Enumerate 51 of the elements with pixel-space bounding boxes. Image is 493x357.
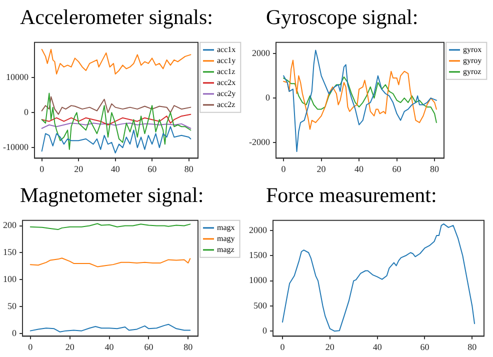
y-tick-label: 0 — [265, 92, 270, 102]
legend-label: acc1x — [217, 44, 236, 54]
y-tick-label: 100 — [3, 274, 17, 284]
x-tick-label: 60 — [392, 164, 402, 174]
legend-label: magz — [217, 244, 235, 254]
legend-label: magx — [217, 222, 235, 232]
y-tick-label: 0 — [262, 326, 268, 336]
x-tick-label: 0 — [40, 164, 45, 174]
legend-label: gyroy — [463, 56, 482, 65]
y-tick-label: 150 — [3, 247, 17, 258]
legend-label: acc1y — [217, 56, 236, 65]
x-tick-label: 0 — [280, 342, 286, 352]
chart-title: Accelerometer signals: — [19, 4, 214, 31]
y-tick-label: 1000 — [249, 275, 268, 286]
legend-label: magy — [217, 234, 235, 243]
x-tick-label: 0 — [281, 164, 286, 174]
y-tick-label: -10000 — [2, 142, 29, 152]
x-tick-label: 40 — [372, 342, 382, 352]
legend-label: acc2z — [217, 100, 236, 109]
legend-label: gyrox — [463, 44, 482, 54]
y-tick-label: 200 — [3, 220, 17, 230]
y-tick-label: -2000 — [248, 136, 270, 147]
x-tick-label: 20 — [325, 342, 335, 352]
y-tick-label: 50 — [8, 300, 17, 311]
x-tick-label: 20 — [316, 164, 326, 174]
y-tick-label: 500 — [254, 300, 268, 310]
y-tick-label: 0 — [24, 106, 29, 117]
legend-label: gyroz — [463, 66, 482, 76]
y-tick-label: 0 — [12, 328, 17, 338]
chart-title: Gyroscope signal: — [265, 4, 420, 31]
legend-label: acc2y — [217, 88, 236, 98]
x-tick-label: 40 — [354, 164, 364, 174]
legend-label: acc1z — [217, 66, 236, 76]
x-tick-label: 80 — [184, 164, 194, 174]
x-tick-label: 80 — [468, 342, 478, 352]
chart-title: Force measurement: — [265, 182, 438, 209]
x-tick-label: 20 — [65, 342, 75, 352]
y-tick-label: 2000 — [249, 224, 268, 235]
legend-label: acc2x — [217, 78, 236, 87]
x-tick-label: 60 — [420, 342, 430, 352]
x-tick-label: 60 — [148, 164, 158, 174]
x-tick-label: 40 — [110, 164, 120, 174]
x-tick-label: 80 — [430, 164, 440, 174]
x-tick-label: 80 — [184, 342, 194, 352]
x-tick-label: 40 — [104, 342, 114, 352]
x-tick-label: 20 — [74, 164, 84, 174]
chart-title: Magnetometer signal: — [19, 182, 205, 209]
y-tick-label: 10000 — [6, 72, 29, 82]
y-tick-label: 1500 — [249, 250, 268, 260]
x-tick-label: 60 — [144, 342, 154, 352]
y-tick-label: 2000 — [252, 48, 270, 58]
